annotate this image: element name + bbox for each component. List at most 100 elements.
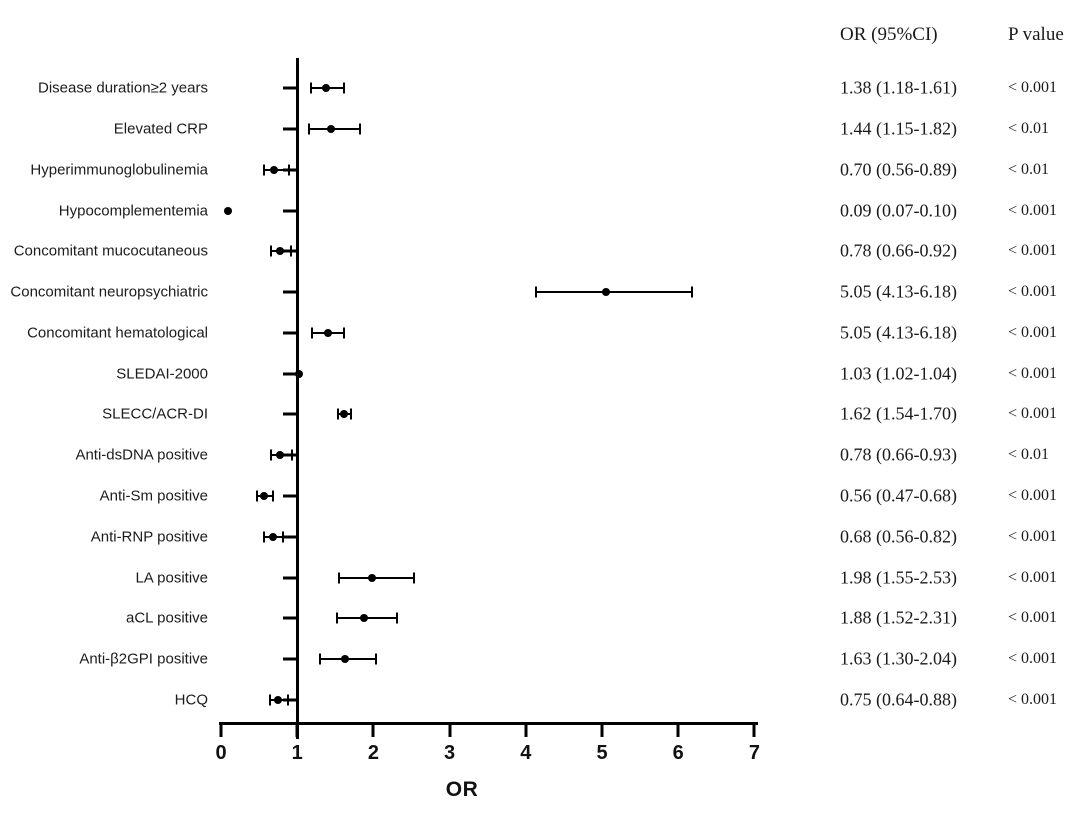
p-value: < 0.001 [1008, 242, 1058, 260]
ci-cap-right [290, 449, 293, 461]
row-label: Anti-Sm positive [99, 487, 208, 505]
point-marker [367, 573, 376, 582]
or-ci-value: 0.68 (0.56-0.82) [840, 526, 957, 547]
ci-cap-right [690, 286, 693, 298]
category-tick [283, 616, 297, 620]
or-ci-value: 0.09 (0.07-0.10) [840, 200, 957, 221]
ci-cap-left [268, 694, 271, 706]
ci-cap-right [271, 490, 274, 502]
category-tick [283, 412, 297, 416]
point-marker [295, 369, 304, 378]
ci-cap-left [307, 123, 310, 135]
x-axis-title: OR [445, 778, 479, 801]
point-marker [601, 288, 610, 297]
point-marker [340, 410, 349, 419]
x-axis-tick [676, 722, 680, 737]
p-value: < 0.001 [1008, 323, 1058, 341]
point-marker [360, 614, 369, 623]
or-ci-value: 1.03 (1.02-1.04) [840, 363, 957, 384]
point-marker [326, 125, 335, 134]
point-marker [259, 492, 268, 500]
x-axis-tick-label: 7 [748, 742, 760, 764]
reference-line-or-1 [296, 58, 299, 739]
category-tick [283, 372, 297, 376]
or-column-header: OR (95%CI) [840, 24, 938, 45]
x-axis-line [219, 722, 758, 725]
p-value: < 0.001 [1008, 609, 1058, 627]
point-marker [270, 165, 279, 174]
row-label: Concomitant mucocutaneous [13, 242, 208, 260]
row-label: Anti-dsDNA positive [75, 446, 208, 464]
point-marker [341, 655, 350, 664]
x-axis-tick-label: 5 [596, 742, 608, 764]
p-value: < 0.001 [1008, 283, 1058, 301]
x-axis-tick [752, 722, 756, 737]
category-tick [283, 209, 297, 213]
ci-cap-left [262, 531, 265, 543]
row-label: Anti-RNP positive [90, 528, 208, 546]
point-marker [223, 206, 232, 215]
row-label: Concomitant neuropsychiatric [10, 283, 208, 301]
or-ci-value: 1.63 (1.30-2.04) [840, 648, 957, 669]
p-value: < 0.01 [1008, 120, 1050, 138]
or-ci-value: 0.75 (0.64-0.88) [840, 689, 957, 710]
category-tick [283, 168, 297, 172]
category-tick [283, 576, 297, 580]
or-ci-value: 0.78 (0.66-0.93) [840, 444, 957, 465]
row-label: aCL positive [126, 609, 208, 627]
point-marker [276, 451, 285, 460]
ci-cap-right [412, 572, 415, 584]
or-ci-value: 0.78 (0.66-0.92) [840, 240, 957, 261]
point-marker [322, 84, 331, 93]
x-axis-tick [295, 722, 299, 737]
row-label: LA positive [135, 569, 208, 587]
p-value: < 0.001 [1008, 527, 1058, 545]
ci-cap-left [335, 612, 338, 624]
category-tick [283, 86, 297, 90]
ci-cap-left [319, 653, 322, 665]
ci-line [535, 291, 692, 294]
category-tick [283, 331, 297, 335]
or-ci-value: 0.56 (0.47-0.68) [840, 485, 957, 506]
row-label: Elevated CRP [113, 120, 208, 138]
point-marker [323, 328, 332, 337]
p-value: < 0.01 [1008, 160, 1050, 178]
p-value: < 0.001 [1008, 201, 1058, 219]
x-axis-tick-label: 1 [291, 742, 303, 764]
ci-cap-right [287, 164, 290, 176]
ci-cap-right [349, 408, 352, 420]
x-axis-tick [600, 722, 604, 737]
category-tick [283, 535, 297, 539]
x-axis-tick-label: 3 [444, 742, 456, 764]
category-tick [283, 127, 297, 131]
ci-cap-left [270, 245, 273, 257]
row-label: Anti-β2GPI positive [79, 650, 208, 668]
point-marker [276, 247, 285, 256]
p-value: < 0.001 [1008, 364, 1058, 382]
ci-cap-left [534, 286, 537, 298]
p-value: < 0.001 [1008, 690, 1058, 708]
or-ci-value: 1.38 (1.18-1.61) [840, 77, 957, 98]
ci-cap-left [309, 82, 312, 94]
ci-cap-left [311, 327, 314, 339]
or-ci-value: 5.05 (4.13-6.18) [840, 322, 957, 343]
x-axis-tick-label: 0 [215, 742, 227, 764]
row-label: HCQ [174, 691, 208, 709]
row-label: Hypocomplementemia [58, 202, 208, 220]
p-value: < 0.001 [1008, 79, 1058, 97]
x-axis-tick [371, 722, 375, 737]
or-ci-value: 1.98 (1.55-2.53) [840, 567, 957, 588]
p-value: < 0.001 [1008, 568, 1058, 586]
category-tick [283, 290, 297, 294]
category-tick [283, 657, 297, 661]
point-marker [274, 695, 283, 704]
p-value: < 0.001 [1008, 405, 1058, 423]
p-value: < 0.01 [1008, 446, 1050, 464]
row-label: Hyperimmunoglobulinemia [30, 161, 208, 179]
ci-line [339, 576, 414, 579]
point-marker [268, 532, 277, 541]
ci-cap-left [270, 449, 273, 461]
x-axis-tick-label: 6 [672, 742, 684, 764]
ci-cap-right [290, 245, 293, 257]
